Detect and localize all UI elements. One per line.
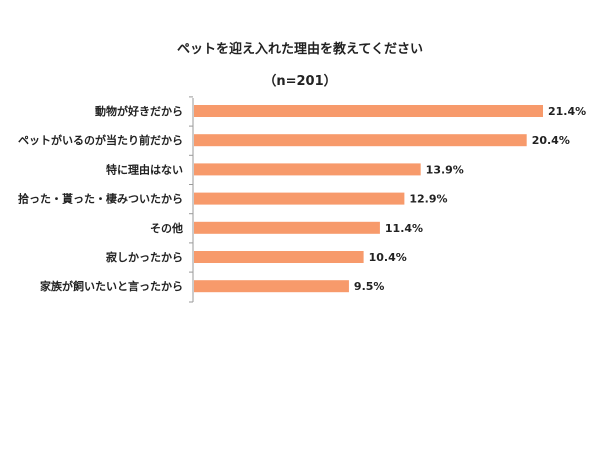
value-label: 10.4%	[369, 251, 407, 264]
bar	[194, 105, 543, 117]
category-label: 寂しかったから	[106, 250, 183, 264]
category-label: 動物が好きだから	[95, 104, 183, 118]
value-label: 9.5%	[354, 280, 385, 293]
category-label: その他	[150, 221, 183, 235]
chart-subtitle: （n=201）	[263, 74, 337, 89]
bar	[194, 163, 421, 176]
category-label: 拾った・貰った・棲みついたから	[18, 192, 183, 206]
bar	[194, 280, 349, 293]
category-label: 特に理由はない	[106, 162, 183, 176]
bar	[194, 192, 405, 205]
value-label: 21.4%	[548, 105, 586, 118]
category-label: ペットがいるのが当たり前だから	[18, 133, 183, 147]
bar	[194, 221, 380, 234]
bar	[194, 251, 364, 263]
value-label: 13.9%	[426, 163, 464, 176]
chart-title: ペットを迎え入れた理由を教えてください	[177, 42, 423, 57]
value-label: 11.4%	[385, 222, 423, 235]
value-label: 20.4%	[532, 134, 570, 147]
category-label: 家族が飼いたいと言ったから	[40, 279, 183, 293]
value-label: 12.9%	[409, 193, 447, 206]
bar	[194, 134, 527, 147]
